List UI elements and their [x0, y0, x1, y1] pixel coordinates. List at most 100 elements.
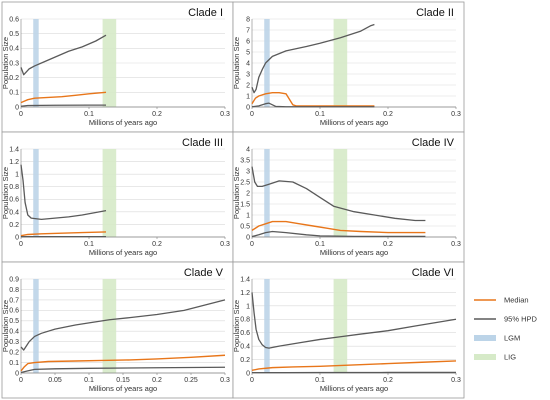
y-tick-label: 0.8	[240, 317, 250, 324]
lig-band	[333, 149, 348, 237]
hpd-line-3	[20, 366, 226, 374]
lgm-band	[264, 279, 270, 373]
y-tick-label: 0.2	[240, 357, 250, 364]
y-tick-label: 3	[246, 71, 250, 78]
y-tick-label: 0.3	[9, 60, 19, 67]
y-tick-label: 0.4	[9, 209, 19, 216]
panel-title: Clade VI	[412, 267, 454, 279]
y-tick-label: 4	[246, 60, 250, 67]
y-tick-label: 0.5	[9, 318, 19, 325]
x-tick-label: 0	[250, 111, 254, 118]
y-tick-label: 1.4	[240, 276, 250, 283]
y-tick-label: 0.7	[9, 297, 19, 304]
y-tick-label: 1	[246, 303, 250, 310]
legend-swatch	[474, 335, 496, 341]
y-tick-label: 0.6	[240, 330, 250, 337]
legend-item-lgm: LGM	[474, 334, 520, 343]
x-tick-label: 0.15	[116, 377, 130, 384]
x-tick-label: 0.3	[451, 377, 461, 384]
y-axis-label: Population Size	[1, 37, 10, 89]
x-tick-label: 0.3	[451, 111, 461, 118]
x-tick-label: 0	[19, 111, 23, 118]
median-line-2	[20, 231, 107, 237]
x-tick-label: 0.3	[220, 377, 230, 384]
panel-2: 0 1 2 3 4 5 6 7 8 0 0.1 0.2 0.3 Clade II Millions of y…	[232, 1, 465, 133]
lgm-band	[33, 279, 39, 373]
y-tick-label: 4	[246, 146, 250, 153]
y-tick-label: 1.2	[240, 290, 250, 297]
x-tick-label: 0.3	[451, 241, 461, 248]
panel-5: 0 0.1 0.2 0.3 0.4 0.5 0.6 0.7 0.8 0.9 0 0.05 0.1 0.15…	[1, 261, 234, 399]
hpd-line-1	[20, 164, 107, 221]
panel-border	[1, 1, 234, 133]
x-tick-label: 0.1	[84, 241, 94, 248]
x-axis-label: Millions of years ago	[320, 248, 388, 257]
y-tick-label: 0.1	[9, 360, 19, 367]
y-tick-label: 1	[15, 172, 19, 179]
x-tick-label: 0.2	[152, 111, 162, 118]
legend-label: Median	[504, 296, 529, 305]
x-tick-label: 0.05	[48, 377, 62, 384]
y-tick-label: 1	[246, 212, 250, 219]
y-axis-label: Population Size	[232, 300, 241, 352]
y-axis-label: Population Size	[1, 300, 10, 352]
y-axis-label: Population Size	[1, 167, 10, 219]
panel-border	[232, 131, 465, 263]
x-axis-label: Millions of years ago	[320, 384, 388, 393]
legend-item-95-hpd: 95% HPD	[474, 315, 538, 324]
legend-item-lig: LIG	[474, 353, 516, 362]
y-tick-label: 0.5	[240, 223, 250, 230]
panel-title: Clade IV	[412, 137, 455, 149]
y-tick-label: 0.3	[9, 339, 19, 346]
panel-title: Clade I	[188, 7, 223, 19]
y-tick-label: 0.1	[9, 90, 19, 97]
median-line-2	[251, 220, 426, 234]
x-tick-label: 0.2	[152, 241, 162, 248]
panel-4: 0 0.5 1 1.5 2 2.5 3 3.5 4 0 0.1 0.2 0.3 Clade IV Milli…	[232, 131, 465, 263]
panel-border	[232, 261, 465, 399]
hpd-line-3	[251, 102, 375, 108]
x-tick-label: 0	[19, 377, 23, 384]
lig-band	[333, 19, 348, 107]
y-tick-label: 2	[246, 82, 250, 89]
y-axis-label: Population Size	[232, 167, 241, 219]
hpd-line-1	[251, 166, 426, 222]
legend-label: LGM	[504, 334, 520, 343]
x-tick-label: 0	[19, 241, 23, 248]
x-tick-label: 0.3	[220, 111, 230, 118]
x-tick-label: 0.2	[383, 241, 393, 248]
median-line-2	[20, 91, 107, 104]
y-tick-label: 0	[246, 234, 250, 241]
y-tick-label: 1	[246, 93, 250, 100]
x-tick-label: 0.25	[184, 377, 198, 384]
x-tick-label: 0.2	[152, 377, 162, 384]
lgm-band	[264, 149, 270, 237]
x-tick-label: 0.2	[383, 111, 393, 118]
legend: Median 95% HPD LGM LIG	[474, 296, 538, 362]
x-tick-label: 0.3	[220, 241, 230, 248]
hpd-line-3	[251, 230, 426, 238]
panel-6: 0 0.2 0.4 0.6 0.8 1 1.2 1.4 0 0.1 0.2 0.3 Clade VI Mi…	[232, 261, 465, 399]
y-tick-label: 1.2	[9, 159, 19, 166]
y-tick-label: 1.5	[240, 201, 250, 208]
x-tick-label: 0	[250, 377, 254, 384]
y-tick-label: 0	[246, 370, 250, 377]
legend-label: LIG	[504, 353, 516, 362]
lig-band	[333, 279, 348, 373]
y-tick-label: 8	[246, 16, 250, 23]
y-tick-label: 0	[246, 104, 250, 111]
y-tick-label: 0.2	[9, 75, 19, 82]
y-tick-label: 0	[15, 370, 19, 377]
y-axis-label: Population Size	[232, 37, 241, 89]
median-line-2	[251, 360, 457, 371]
legend-label: 95% HPD	[504, 315, 538, 324]
panel-border	[1, 261, 234, 399]
hpd-line-1	[251, 292, 457, 349]
y-tick-label: 0	[15, 104, 19, 111]
x-tick-label: 0.2	[383, 377, 393, 384]
y-tick-label: 0.5	[9, 31, 19, 38]
panel-title: Clade II	[416, 7, 454, 19]
hpd-line-1	[20, 299, 226, 351]
y-tick-label: 0.6	[9, 16, 19, 23]
